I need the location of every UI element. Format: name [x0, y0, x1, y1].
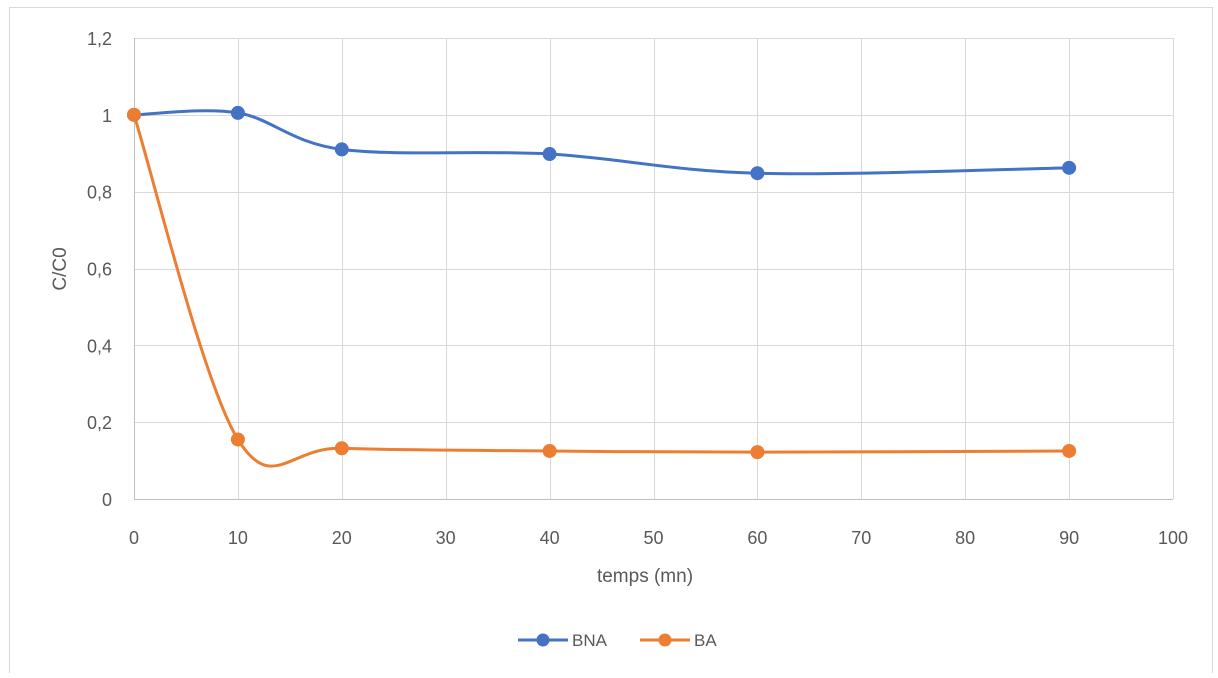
y-tick-label: 1	[102, 106, 112, 126]
y-tick-label: 0,6	[87, 260, 112, 280]
y-axis-label: C/C0	[50, 247, 71, 290]
x-tick-label: 60	[747, 528, 767, 548]
x-tick-label: 0	[129, 528, 139, 548]
x-tick-label: 10	[228, 528, 248, 548]
data-point-bna	[542, 147, 557, 162]
series-line-ba	[132, 114, 1070, 468]
y-tick-label: 0,4	[87, 336, 112, 356]
x-axis-label: temps (mn)	[597, 566, 693, 587]
x-tick-label: 20	[332, 528, 352, 548]
x-tick-label: 40	[540, 528, 560, 548]
y-tick-label: 0,2	[87, 413, 112, 433]
y-tick-labels: 0 0,2 0,4 0,6 0,8 1 1,2	[87, 29, 112, 510]
legend-marker-ba	[658, 633, 672, 647]
data-point-ba	[230, 432, 245, 447]
data-point-ba	[334, 441, 349, 456]
legend-marker-bna	[536, 633, 550, 647]
data-point-bna	[1062, 160, 1077, 175]
data-point-ba	[542, 443, 557, 458]
legend-label-ba: BA	[694, 631, 717, 650]
data-point-bna	[334, 142, 349, 157]
series-markers	[127, 105, 1077, 460]
data-point-ba	[127, 107, 141, 122]
x-tick-label: 70	[851, 528, 871, 548]
x-tick-label: 90	[1059, 528, 1079, 548]
data-point-bna	[750, 166, 765, 181]
x-tick-labels: 0 10 20 30 40 50 60 70 80 90 100	[129, 528, 1188, 548]
data-point-bna	[230, 105, 245, 120]
x-tick-label: 80	[955, 528, 975, 548]
x-tick-label: 30	[436, 528, 456, 548]
y-tick-label: 0	[102, 490, 112, 510]
data-point-ba	[1062, 443, 1077, 458]
y-tick-label: 1,2	[87, 29, 112, 49]
legend-label-bna: BNA	[572, 631, 608, 650]
x-tick-label: 50	[643, 528, 663, 548]
x-tick-label: 100	[1158, 528, 1188, 548]
data-point-ba	[750, 445, 765, 460]
legend: BNA BA	[518, 631, 717, 650]
y-tick-label: 0,8	[87, 183, 112, 203]
chart-border	[9, 7, 1213, 678]
